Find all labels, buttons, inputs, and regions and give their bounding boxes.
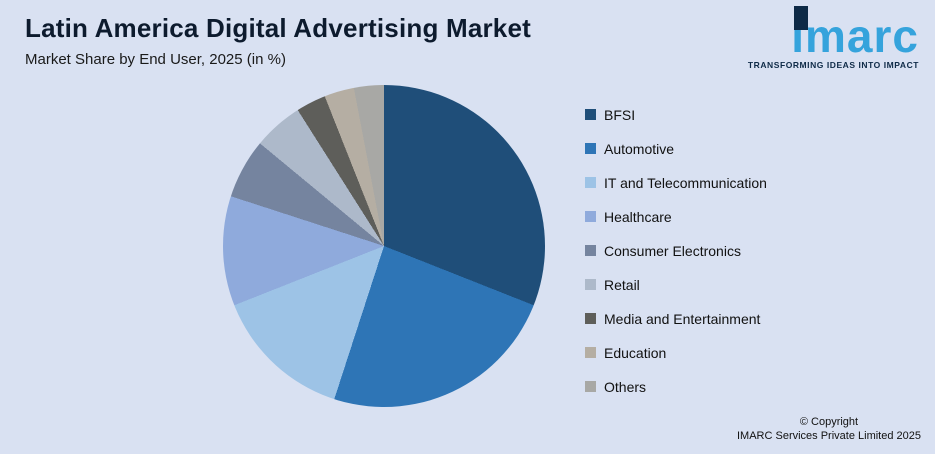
copyright-line2: IMARC Services Private Limited 2025 — [737, 429, 921, 443]
imarc-logo-text: imarc — [791, 16, 919, 56]
copyright-notice: © Copyright IMARC Services Private Limit… — [737, 415, 921, 443]
legend-item-media-and-entertainment: Media and Entertainment — [585, 310, 767, 327]
legend-label: Media and Entertainment — [604, 311, 760, 327]
legend-item-it-and-telecommunication: IT and Telecommunication — [585, 174, 767, 191]
legend-label: Education — [604, 345, 666, 361]
legend-item-education: Education — [585, 344, 767, 361]
legend-item-others: Others — [585, 378, 767, 395]
legend-swatch — [585, 245, 596, 256]
legend-item-consumer-electronics: Consumer Electronics — [585, 242, 767, 259]
chart-subtitle: Market Share by End User, 2025 (in %) — [25, 51, 531, 68]
legend: BFSI Automotive IT and Telecommunication He… — [585, 106, 767, 395]
page-title: Latin America Digital Advertising Market — [25, 13, 531, 44]
pie-chart — [223, 85, 545, 407]
legend-label: BFSI — [604, 107, 635, 123]
legend-swatch — [585, 313, 596, 324]
legend-swatch — [585, 211, 596, 222]
legend-label: Healthcare — [604, 209, 672, 225]
legend-swatch — [585, 347, 596, 358]
imarc-logo-wordmark: imarc — [791, 8, 919, 56]
chart-header: Latin America Digital Advertising Market… — [25, 13, 531, 68]
legend-label: Automotive — [604, 141, 674, 157]
legend-swatch — [585, 109, 596, 120]
legend-swatch — [585, 177, 596, 188]
legend-item-healthcare: Healthcare — [585, 208, 767, 225]
legend-label: Others — [604, 379, 646, 395]
legend-label: Consumer Electronics — [604, 243, 741, 259]
imarc-logo: imarc TRANSFORMING IDEAS INTO IMPACT — [739, 8, 919, 70]
imarc-flag-icon — [794, 6, 808, 30]
legend-swatch — [585, 279, 596, 290]
copyright-line1: © Copyright — [737, 415, 921, 429]
legend-swatch — [585, 143, 596, 154]
legend-item-automotive: Automotive — [585, 140, 767, 157]
legend-item-retail: Retail — [585, 276, 767, 293]
legend-label: IT and Telecommunication — [604, 175, 767, 191]
legend-item-bfsi: BFSI — [585, 106, 767, 123]
legend-label: Retail — [604, 277, 640, 293]
legend-swatch — [585, 381, 596, 392]
